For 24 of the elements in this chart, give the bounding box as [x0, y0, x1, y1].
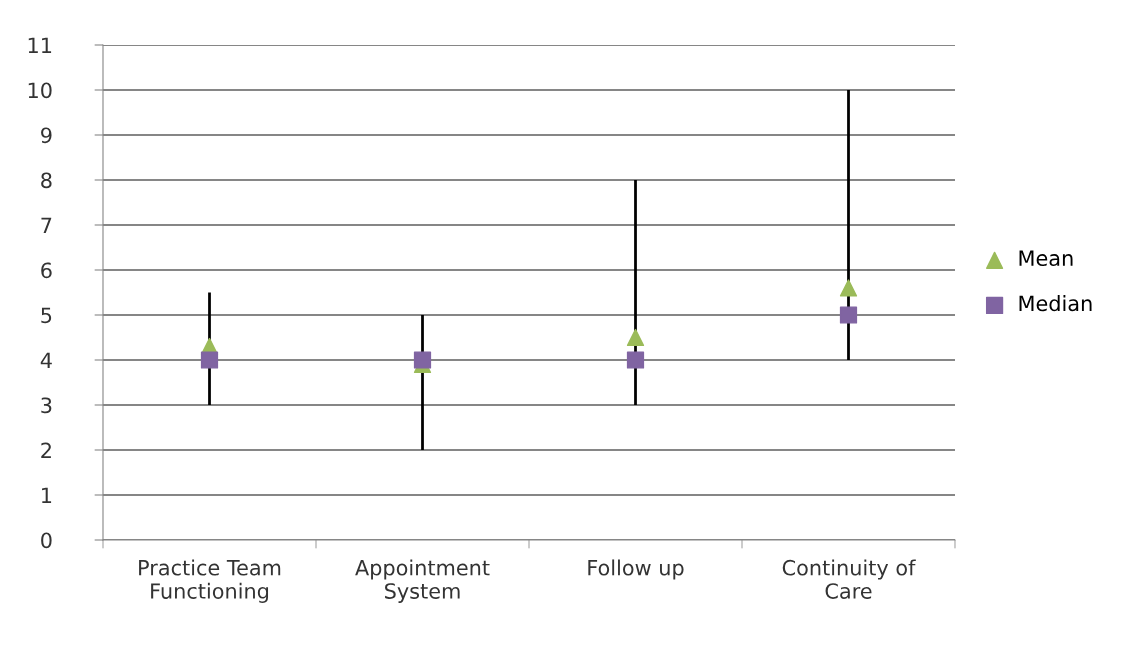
- point: [413, 351, 432, 369]
- y-tick-label: 1: [42, 487, 52, 503]
- x-tick-label: Appointment System: [355, 559, 490, 603]
- point: [626, 328, 645, 347]
- y-tick-label: 4: [40, 352, 52, 368]
- x-tick-label: Follow up: [588, 559, 684, 580]
- point: [839, 306, 858, 324]
- y-tick-label: 10: [28, 82, 52, 99]
- legend-label: Median: [1019, 295, 1092, 312]
- y-tick-label: 6: [41, 262, 52, 279]
- y-tick-label: 9: [41, 127, 52, 144]
- point: [626, 351, 645, 369]
- point: [839, 279, 858, 297]
- y-tick-label: 8: [41, 172, 52, 189]
- x-tick-label: Practice Team Functioning: [139, 559, 281, 603]
- y-tick-label: 3: [41, 397, 52, 414]
- point: [200, 351, 219, 369]
- y-tick-label: 2: [41, 442, 51, 458]
- y-tick-label: 11: [28, 37, 52, 53]
- y-tick-label: 5: [41, 307, 52, 324]
- x-tick-label: Continuity of Care: [782, 559, 916, 599]
- y-tick-label: 0: [41, 532, 52, 549]
- legend-label: Mean: [1019, 250, 1073, 267]
- y-tick-label: 7: [41, 217, 52, 233]
